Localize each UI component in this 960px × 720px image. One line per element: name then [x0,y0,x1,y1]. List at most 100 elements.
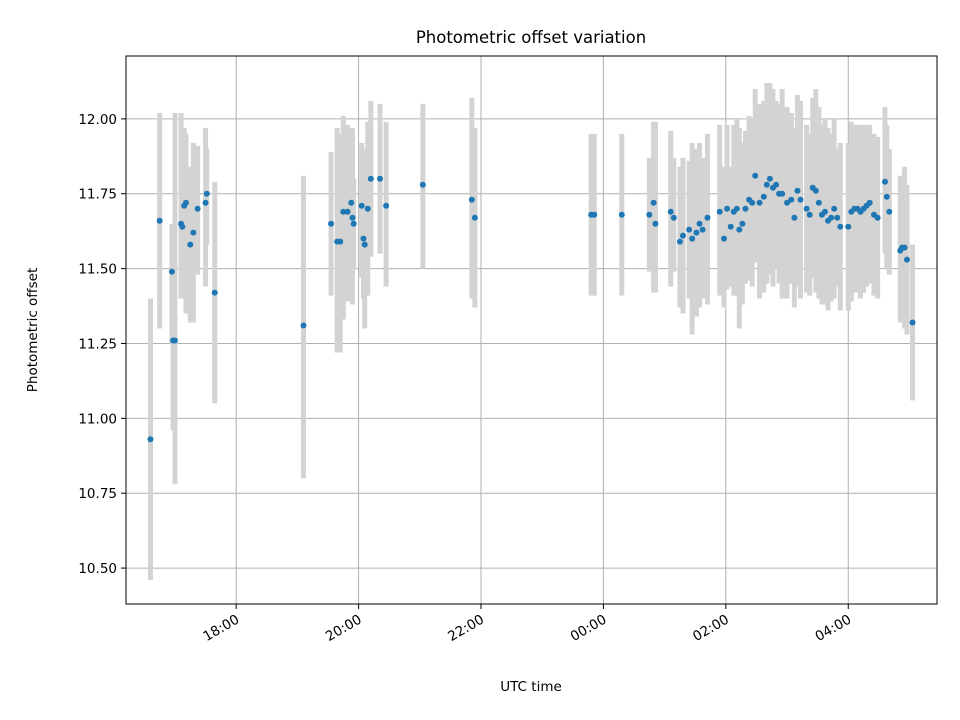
error-bars [147,82,916,581]
chart-title: Photometric offset variation [416,28,646,47]
data-point [883,193,890,200]
data-point [756,199,763,206]
data-point [803,205,810,212]
data-point [736,226,743,233]
data-point [909,319,916,326]
data-point [179,223,186,230]
data-point [866,199,873,206]
x-tick-label: 00:00 [568,612,610,645]
data-point [670,214,677,221]
data-point [904,256,911,263]
data-point [300,322,307,329]
data-point [168,268,175,275]
data-point [812,187,819,194]
data-point [815,199,822,206]
data-point [901,244,908,251]
x-axis-label: UTC time [500,679,562,695]
data-point [806,211,813,218]
data-point [837,223,844,230]
data-point [652,220,659,227]
data-point [202,199,209,206]
data-point [760,193,767,200]
data-point [794,187,801,194]
y-axis-label: Photometric offset [25,268,41,392]
y-tick-label: 12.00 [78,112,117,128]
data-point [742,205,749,212]
data-point [383,202,390,209]
data-point [689,235,696,242]
data-point [360,235,367,242]
y-tick-label: 11.75 [78,187,117,203]
data-point [773,181,780,188]
data-point [828,214,835,221]
data-point [187,241,194,248]
data-point [194,205,201,212]
data-point [328,220,335,227]
data-point [834,214,841,221]
data-point [733,205,740,212]
data-point [676,238,683,245]
data-point [340,208,347,215]
data-point [739,220,746,227]
data-point [763,181,770,188]
data-point [699,226,706,233]
data-point [350,220,357,227]
data-point [696,220,703,227]
data-points [147,172,916,443]
data-point [367,175,374,182]
data-point [693,229,700,236]
data-point [377,175,384,182]
data-point [831,205,838,212]
data-point [784,199,791,206]
data-point [646,211,653,218]
data-point [724,205,731,212]
data-point [618,211,625,218]
data-point [471,214,478,221]
data-point [766,175,773,182]
data-point [147,436,154,443]
data-point [156,217,163,224]
data-point [788,196,795,203]
data-point [845,223,852,230]
data-point [791,214,798,221]
y-tick-label: 11.50 [78,262,117,278]
data-point [348,199,355,206]
data-point [716,208,723,215]
data-point [171,337,178,344]
data-point [727,223,734,230]
data-point [667,208,674,215]
data-point [752,172,759,179]
plot-area-frame [125,55,938,605]
data-point [679,232,686,239]
data-point [419,181,426,188]
x-axis-ticks: 18:00 20:00 22:00 00:00 02:00 04:00 [200,604,854,645]
y-tick-label: 10.75 [78,486,117,502]
data-point [190,229,197,236]
y-axis-ticks: 10.50 10.75 11.00 11.25 11.50 11.75 12.00 [78,112,126,577]
data-point [650,199,657,206]
x-tick-label: 20:00 [323,612,365,645]
data-point [881,178,888,185]
data-point [337,238,344,245]
data-point [720,235,727,242]
data-point [203,190,210,197]
data-point [821,208,828,215]
y-tick-label: 10.50 [78,561,117,577]
data-point [704,214,711,221]
y-tick-label: 11.25 [78,336,117,352]
data-point [468,196,475,203]
data-point [749,199,756,206]
x-tick-label: 02:00 [690,612,732,645]
data-point [364,205,371,212]
data-point [211,289,218,296]
data-point [358,202,365,209]
x-tick-label: 18:00 [200,612,242,645]
data-point [182,199,189,206]
data-point [361,241,368,248]
data-point [344,208,351,215]
data-point [591,211,598,218]
data-point [874,214,881,221]
data-point [797,196,804,203]
x-tick-label: 04:00 [813,612,855,645]
